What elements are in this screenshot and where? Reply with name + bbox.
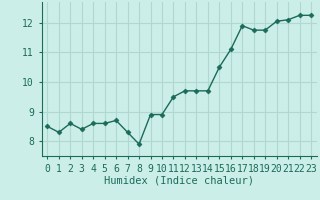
X-axis label: Humidex (Indice chaleur): Humidex (Indice chaleur) [104,175,254,185]
